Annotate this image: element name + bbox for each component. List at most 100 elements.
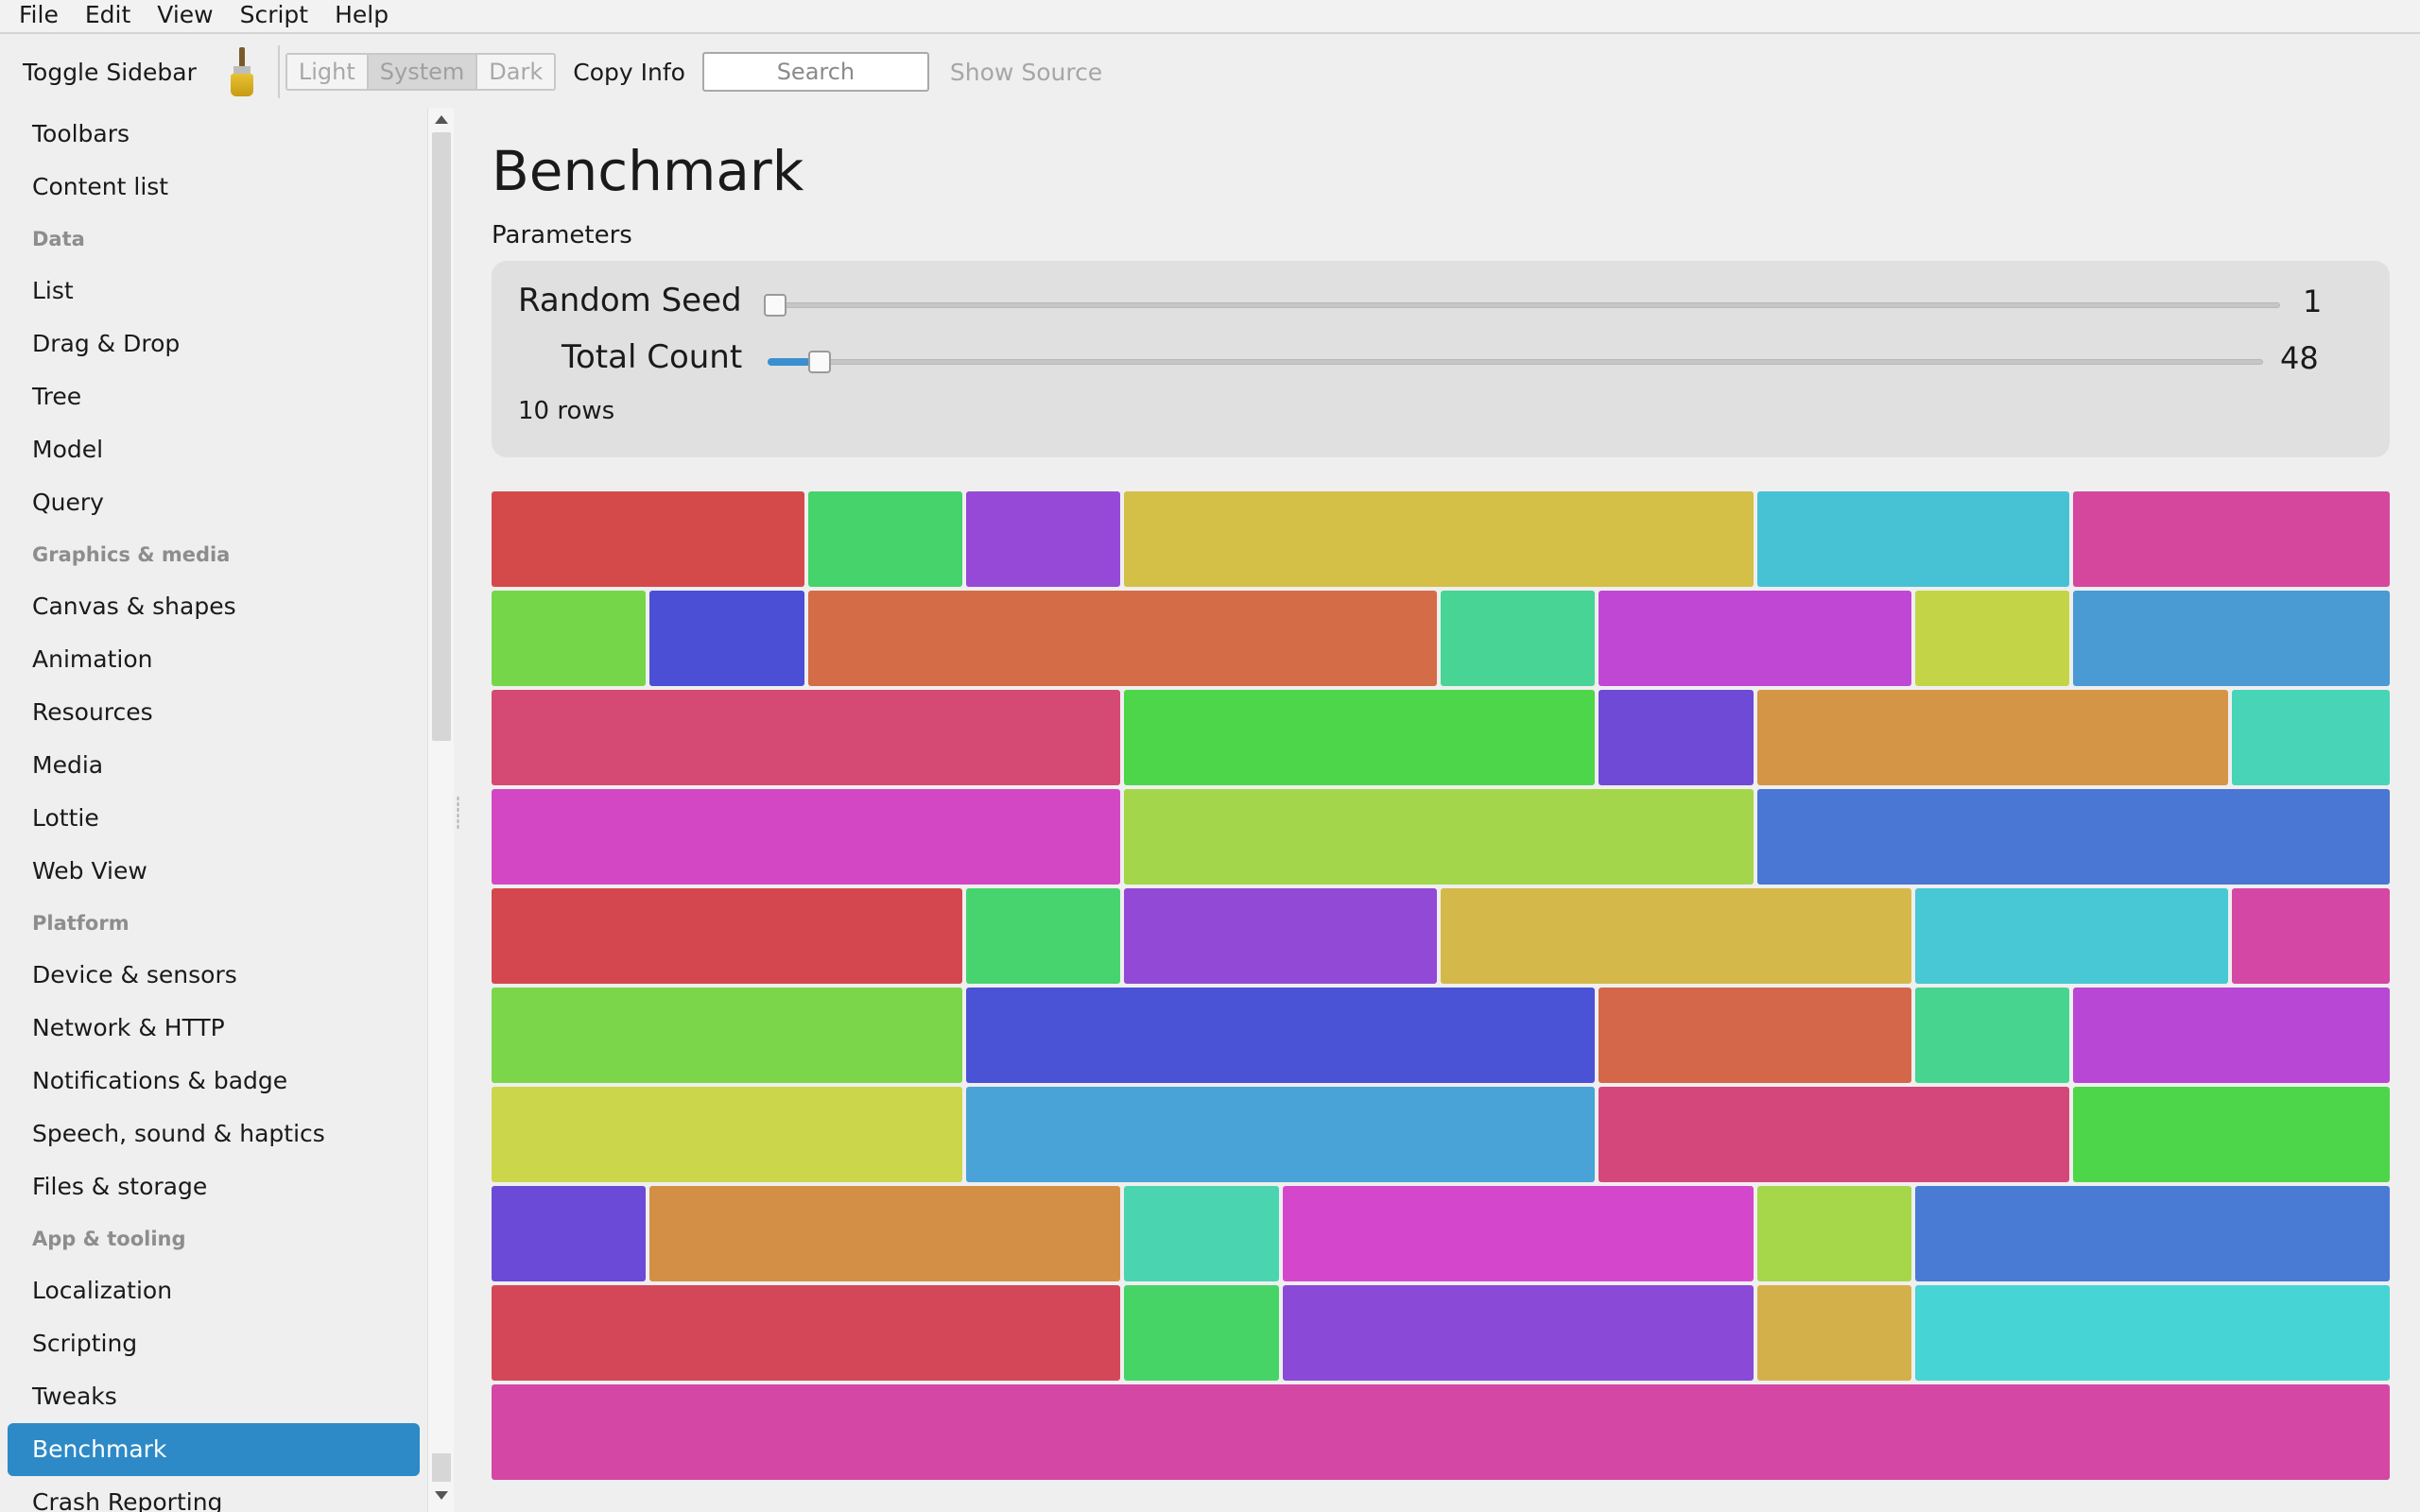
grid-cell [966,1087,1596,1182]
grid-cell [1915,888,2228,984]
search-input[interactable]: Search [701,52,929,92]
grid-cell [492,1186,647,1281]
grid-cell [492,1087,962,1182]
scroll-up-arrow-icon[interactable] [435,115,448,124]
grid-cell [807,491,962,587]
sidebar-item-animation[interactable]: Animation [32,645,153,673]
sidebar-item-speech-sound-haptics[interactable]: Speech, sound & haptics [32,1120,325,1147]
grid-cell [1756,789,2390,885]
sidebar-item-device-sensors[interactable]: Device & sensors [32,961,237,988]
grid-cell [1124,789,1754,885]
grid-cell [1756,491,2070,587]
grid-cell [1124,1285,1279,1381]
grid-cell [1124,1186,1279,1281]
grid-row [492,1186,2390,1281]
sidebar-item-files-storage[interactable]: Files & storage [32,1173,208,1200]
grid-row [492,491,2390,587]
menu-file[interactable]: File [19,1,59,28]
menu-edit[interactable]: Edit [84,1,131,28]
grid-cell [492,988,962,1083]
theme-dark-button[interactable]: Dark [477,55,555,89]
grid-row [492,1384,2390,1480]
grid-row [492,1087,2390,1182]
sidebar-item-query[interactable]: Query [32,489,104,516]
sidebar-section-graphics-media: Graphics & media [32,543,231,566]
sidebar-item-toolbars[interactable]: Toolbars [32,120,130,147]
grid-cell [1124,491,1754,587]
menu-bar: File Edit View Script Help [0,0,2420,34]
menu-script[interactable]: Script [239,1,309,28]
grid-cell [492,1384,2390,1480]
toolbar-separator [277,45,280,98]
sidebar-item-content-list[interactable]: Content list [32,173,169,200]
sidebar-item-crash-reporting[interactable]: Crash Reporting [32,1488,223,1512]
grid-cell [492,789,1121,885]
grid-cell [2231,690,2390,785]
grid-cell [1599,1087,2070,1182]
grid-cell [1599,690,1754,785]
sidebar-item-tree[interactable]: Tree [32,383,82,410]
main-content: Benchmark Parameters Random Seed 1 Total… [492,108,2390,457]
grid-cell [1915,988,2070,1083]
grid-row [492,789,2390,885]
total-count-label: Total Count [562,338,743,376]
menu-view[interactable]: View [157,1,214,28]
random-seed-label: Random Seed [518,282,742,319]
menu-help[interactable]: Help [335,1,389,28]
grid-cell [649,591,804,686]
sidebar-item-tweaks[interactable]: Tweaks [32,1383,117,1410]
scrollbar-thumb[interactable] [432,132,451,741]
sidebar-item-notifications-badge[interactable]: Notifications & badge [32,1067,288,1094]
grid-cell [807,591,1437,686]
grid-cell [2073,988,2390,1083]
splitter-handle[interactable] [457,796,459,830]
grid-cell [966,888,1121,984]
grid-cell [1756,1285,1911,1381]
sidebar-item-scripting[interactable]: Scripting [32,1330,138,1357]
total-count-slider-fill [768,358,821,366]
show-source-button[interactable]: Show Source [949,58,1103,86]
sidebar-item-resources[interactable]: Resources [32,698,153,726]
sidebar-scrollbar[interactable] [427,108,454,1512]
sidebar-item-list[interactable]: List [32,277,74,304]
grid-cell [1915,1186,2390,1281]
grid-cell [492,888,962,984]
grid-cell [1756,690,2228,785]
grid-cell [966,491,1121,587]
sidebar-section-data: Data [32,228,85,250]
grid-cell [2073,1087,2390,1182]
sidebar-item-web-view[interactable]: Web View [32,857,147,885]
grid-cell [492,1285,1121,1381]
toggle-sidebar-button[interactable]: Toggle Sidebar [23,58,197,86]
sidebar-item-model[interactable]: Model [32,436,104,463]
paintbrush-icon[interactable] [223,45,261,98]
total-count-value: 48 [2280,340,2319,376]
parameters-label: Parameters [492,221,632,249]
random-seed-slider-thumb[interactable] [764,294,786,317]
sidebar-item-benchmark[interactable]: Benchmark [8,1423,420,1476]
grid-cell [1282,1285,1754,1381]
sidebar-item-localization[interactable]: Localization [32,1277,173,1304]
grid-row [492,690,2390,785]
theme-light-button[interactable]: Light [286,55,369,89]
grid-row [492,1285,2390,1381]
sidebar-item-media[interactable]: Media [32,751,104,779]
scroll-down-arrow-icon[interactable] [435,1491,448,1500]
sidebar-item-drag-drop[interactable]: Drag & Drop [32,330,181,357]
sidebar-item-lottie[interactable]: Lottie [32,804,99,832]
random-seed-slider[interactable] [768,302,2280,308]
grid-cell [1441,888,1911,984]
copy-info-button[interactable]: Copy Info [573,58,685,86]
grid-cell [649,1186,1121,1281]
grid-cell [1915,1285,2390,1381]
sidebar-list: Toolbars Content list Data List Drag & Drop T… [8,108,420,1512]
sidebar-item-canvas-shapes[interactable]: Canvas & shapes [32,593,236,620]
sidebar-item-network-http[interactable]: Network & HTTP [32,1014,225,1041]
total-count-slider[interactable] [768,359,2263,365]
total-count-slider-thumb[interactable] [808,351,832,373]
rows-count-text: 10 rows [518,397,615,425]
theme-system-button[interactable]: System [368,55,478,89]
sidebar-section-app-tooling: App & tooling [32,1228,186,1250]
grid-cell [2073,491,2390,587]
grid-cell [1124,888,1437,984]
